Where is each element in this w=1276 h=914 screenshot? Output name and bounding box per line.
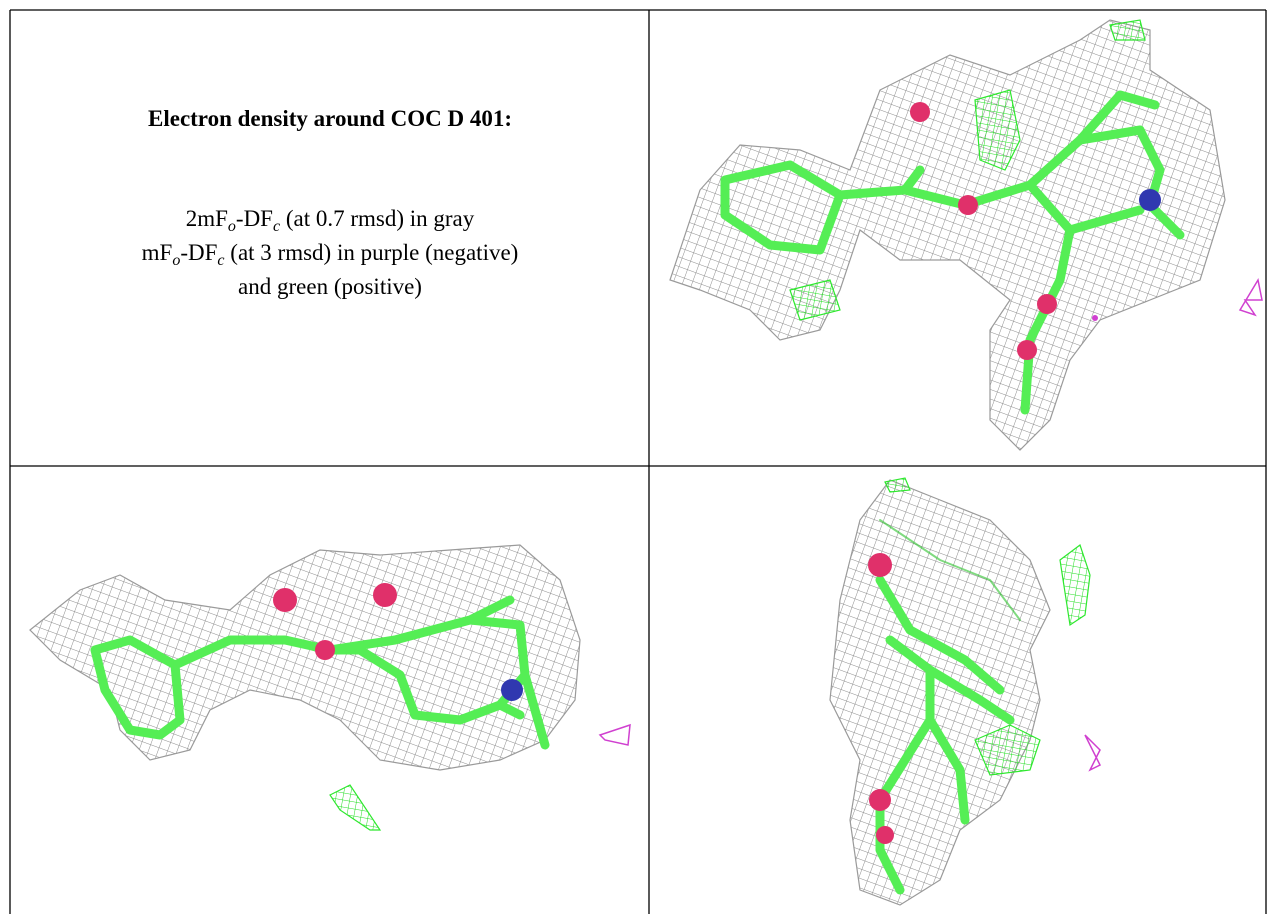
caption-text: (at 3 rmsd) in purple (negative) [225, 240, 519, 265]
density-view-2-shape [315, 640, 335, 660]
caption-text: (at 0.7 rmsd) in gray [280, 206, 475, 231]
density-view-2-shape [501, 679, 523, 701]
density-view-3-shape [876, 826, 894, 844]
density-view-3 [830, 478, 1100, 905]
caption-text: -DF [236, 206, 273, 231]
subscript: c [273, 218, 280, 235]
density-view-3-shape [868, 553, 892, 577]
density-view-1-shape [1037, 294, 1057, 314]
density-view-2-shape [600, 725, 630, 745]
density-view-1-shape [1017, 340, 1037, 360]
caption-text: -DF [180, 240, 217, 265]
caption-text: mF [142, 240, 173, 265]
caption-line: and green (positive) [238, 274, 422, 299]
caption-line: mFo-DFc (at 3 rmsd) in purple (negative) [142, 240, 519, 269]
density-view-2-shape [273, 588, 297, 612]
density-view-2-shape [330, 785, 380, 830]
caption-text: 2mF [186, 206, 228, 231]
subscript: o [172, 252, 180, 269]
density-view-3-shape [830, 480, 1050, 905]
density-view-3-shape [885, 478, 910, 492]
density-view-3-shape [1060, 545, 1090, 625]
density-view-1-shape [1092, 315, 1098, 321]
density-view-2 [30, 545, 630, 830]
density-view-1-shape [1139, 189, 1161, 211]
subscript: c [217, 252, 224, 269]
page: Electron density around COC D 401: 2mFo-… [0, 0, 1276, 914]
density-view-1-shape [958, 195, 978, 215]
density-view-2-shape [30, 545, 580, 770]
subscript: o [228, 218, 236, 235]
density-view-1-shape [1240, 280, 1262, 315]
density-view-3-shape [869, 789, 891, 811]
caption-line: 2mFo-DFc (at 0.7 rmsd) in gray [186, 206, 475, 235]
density-view-3-shape [1085, 735, 1100, 770]
density-view-1-shape [910, 102, 930, 122]
title: Electron density around COC D 401: [148, 106, 512, 131]
caption-text: and green (positive) [238, 274, 422, 299]
density-view-2-shape [373, 583, 397, 607]
density-view-1 [670, 20, 1262, 450]
